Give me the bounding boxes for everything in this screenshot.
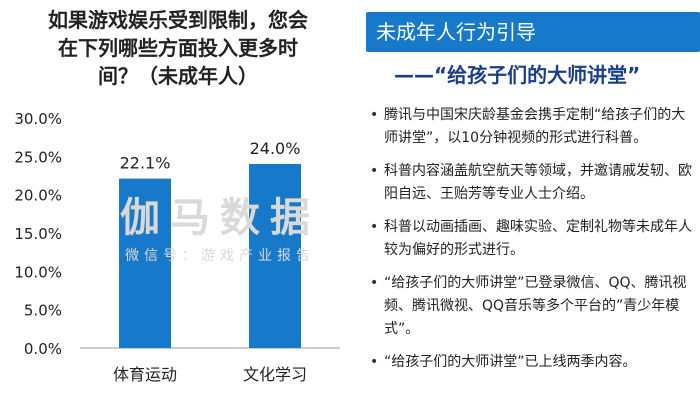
y-tick-label: 0.0%	[24, 340, 62, 358]
y-tick-label: 20.0%	[14, 187, 62, 205]
section-subheading: ——“给孩子们的大师讲堂”	[394, 63, 641, 87]
chart-title-line-1: 如果游戏娱乐受到限制，您会	[48, 8, 308, 32]
bar	[119, 178, 171, 348]
chart-title-line-3: 间？（未成年人）	[98, 64, 258, 88]
x-tick-label: 体育运动	[113, 365, 177, 384]
bullet-item: “给孩子们的大师讲堂”已上线两季内容。	[368, 351, 694, 374]
bullet-list: 腾讯与中国宋庆龄基金会携手定制“给孩子们的大师讲堂”，以10分钟视频的形式进行科…	[368, 104, 694, 384]
chart-title: 如果游戏娱乐受到限制，您会 在下列哪些方面投入更多时 间？（未成年人）	[18, 6, 338, 90]
data-label: 22.1%	[120, 154, 171, 173]
chart-panel: 如果游戏娱乐受到限制，您会 在下列哪些方面投入更多时 间？（未成年人） 0.0%…	[0, 0, 348, 417]
bullet-item: 科普内容涵盖航空航天等领域，并邀请戚发轫、欧阳自远、王贻芳等专业人士介绍。	[368, 160, 694, 206]
y-tick-label: 30.0%	[14, 110, 62, 128]
bullet-item: 腾讯与中国宋庆龄基金会携手定制“给孩子们的大师讲堂”，以10分钟视频的形式进行科…	[368, 104, 694, 150]
bullet-item: 科普以动画插画、趣味实验、定制礼物等未成年人较为偏好的形式进行。	[368, 216, 694, 262]
bullet-item: “给孩子们的大师讲堂”已登录微信、QQ、腾讯视频、腾讯微视、QQ音乐等多个平台的…	[368, 272, 694, 341]
bar	[249, 164, 301, 348]
data-label: 24.0%	[250, 139, 301, 158]
x-tick-label: 文化学习	[243, 365, 307, 384]
y-tick-label: 25.0%	[14, 148, 62, 166]
y-tick-label: 10.0%	[14, 263, 62, 281]
section-banner: 未成年人行为引导	[366, 12, 700, 52]
y-tick-label: 5.0%	[24, 302, 62, 320]
banner-title: 未成年人行为引导	[376, 20, 536, 44]
chart-title-line-2: 在下列哪些方面投入更多时	[58, 36, 298, 60]
info-panel: 未成年人行为引导 ——“给孩子们的大师讲堂” 腾讯与中国宋庆龄基金会携手定制“给…	[358, 0, 700, 417]
bar-chart: 0.0% 5.0% 10.0% 15.0% 20.0% 25.0% 30.0% 22.1% 体育…	[14, 110, 340, 384]
y-tick-label: 15.0%	[14, 225, 62, 243]
